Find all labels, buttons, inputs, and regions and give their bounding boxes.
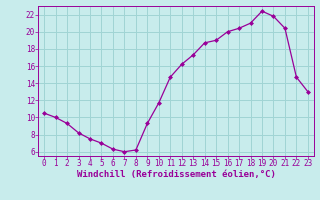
- X-axis label: Windchill (Refroidissement éolien,°C): Windchill (Refroidissement éolien,°C): [76, 170, 276, 179]
